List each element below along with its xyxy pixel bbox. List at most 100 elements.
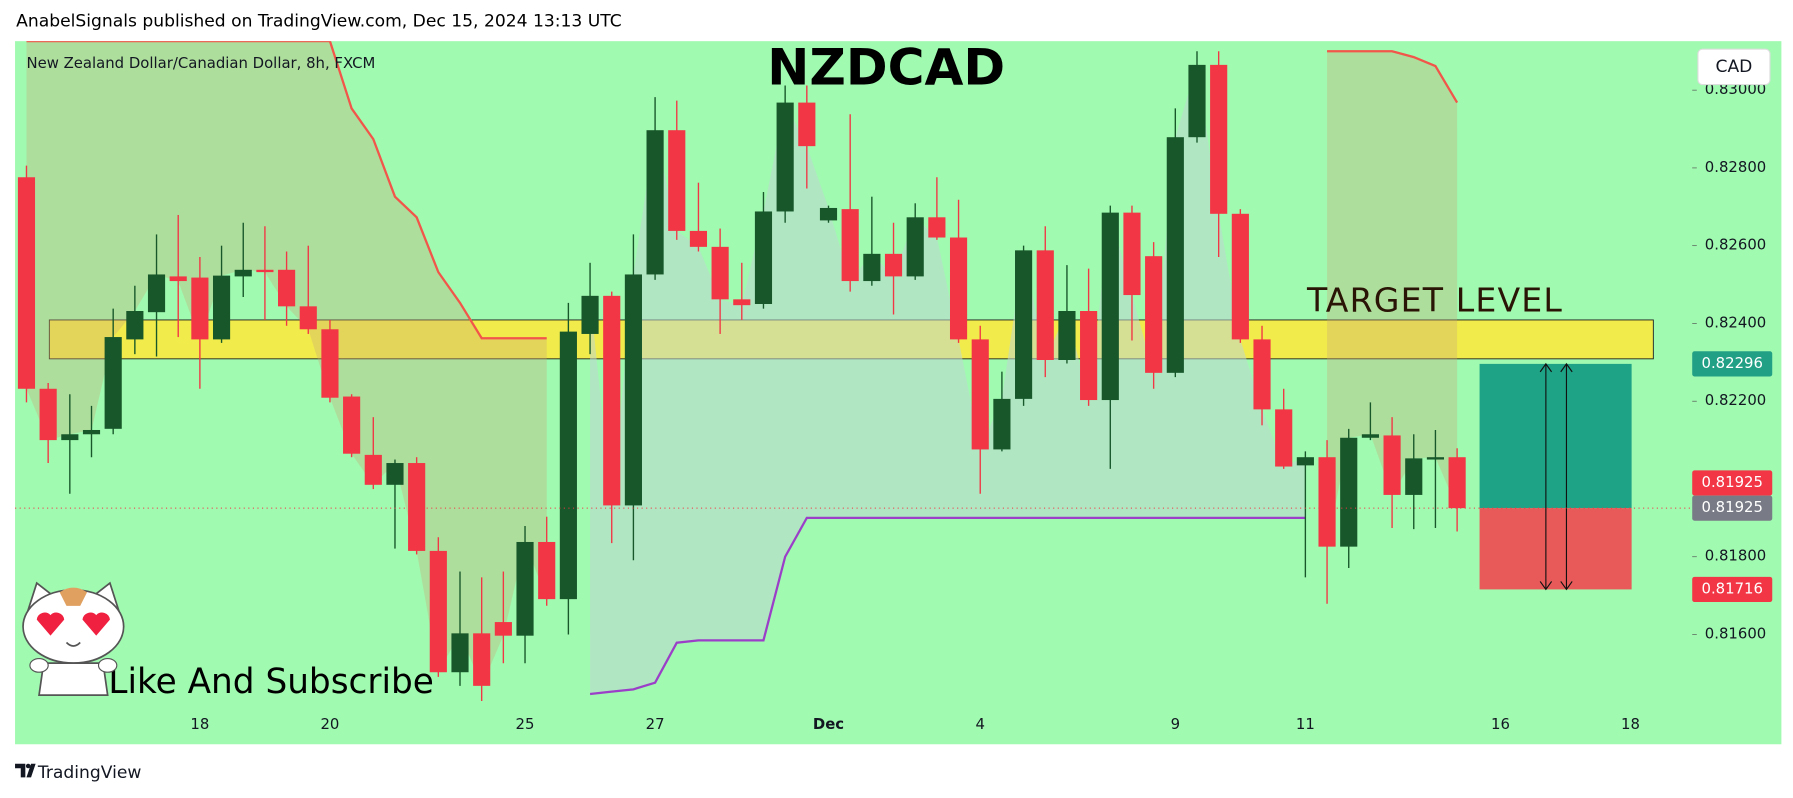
y-tick-label: 0.82400 xyxy=(1705,313,1766,331)
arrow-head xyxy=(1539,362,1553,373)
candle-body xyxy=(1123,212,1141,296)
candle-body xyxy=(776,102,794,212)
candle-body xyxy=(1080,311,1098,401)
candle-body xyxy=(408,463,426,551)
candle-body xyxy=(191,277,209,340)
y-tick-label: 0.81600 xyxy=(1705,625,1766,643)
candle-body xyxy=(1426,457,1445,460)
candle-body xyxy=(39,388,57,441)
position-loss xyxy=(1479,508,1632,590)
y-tick-label: 0.81800 xyxy=(1705,547,1766,565)
x-tick-label: 18 xyxy=(1621,715,1640,733)
candle-body xyxy=(104,337,122,429)
candle-body xyxy=(928,217,946,238)
position-profit xyxy=(1479,363,1632,509)
candle-body xyxy=(603,295,621,506)
candle-body xyxy=(863,253,881,282)
candle-body xyxy=(82,429,101,435)
candle-body xyxy=(1036,250,1054,360)
tradingview-logo xyxy=(15,763,36,778)
currency-box xyxy=(1697,48,1771,86)
price-label-box xyxy=(1692,470,1773,496)
candle-body xyxy=(321,329,339,398)
candle-body xyxy=(1210,64,1228,214)
candle-body xyxy=(1145,256,1163,373)
y-tick-label: 0.82600 xyxy=(1705,236,1766,254)
candle-body xyxy=(494,622,512,636)
arrow-head xyxy=(1539,581,1553,591)
candle-body xyxy=(581,295,599,334)
indicator-line xyxy=(26,41,1459,340)
currency-label: CAD xyxy=(1716,57,1753,77)
annotation: TARGET LEVEL xyxy=(1306,280,1563,319)
plot-area xyxy=(17,41,1654,702)
candle-body xyxy=(17,177,36,389)
price-label-box xyxy=(1692,351,1773,377)
candle-body xyxy=(169,276,187,282)
candle-body xyxy=(386,463,404,485)
arrow-head xyxy=(1560,581,1573,591)
x-tick-label: Dec xyxy=(813,715,844,733)
candle-body xyxy=(278,269,296,307)
x-tick-label: 27 xyxy=(646,715,665,733)
arrow-head xyxy=(1560,362,1573,373)
candle-body xyxy=(711,246,729,300)
candle-body xyxy=(61,434,79,441)
candle-body xyxy=(1101,212,1119,401)
candle-body xyxy=(1340,437,1358,547)
candle-body xyxy=(364,454,382,485)
x-tick-label: 25 xyxy=(516,715,535,733)
candle-body xyxy=(451,633,469,673)
candle-body xyxy=(1448,457,1466,509)
candle-body xyxy=(884,253,903,277)
candle-body xyxy=(668,130,686,231)
candle-body xyxy=(1383,435,1401,495)
chart-title: NZDCAD xyxy=(767,37,1005,96)
candle-body xyxy=(993,398,1011,450)
price-label-box xyxy=(1692,576,1773,602)
price-label: 0.81716 xyxy=(1702,579,1763,597)
candle-body xyxy=(1296,457,1314,466)
candle-body xyxy=(1188,64,1206,138)
candle-body xyxy=(754,211,773,305)
candle-body xyxy=(473,633,491,686)
chart-subtitle: New Zealand Dollar/Canadian Dollar, 8h, … xyxy=(26,54,375,72)
candle-body xyxy=(798,102,816,147)
price-label: 0.82296 xyxy=(1702,354,1763,372)
price-label-box xyxy=(1692,495,1773,521)
indicator-line xyxy=(589,516,1306,696)
y-tick-label: 0.82200 xyxy=(1705,391,1766,409)
candle-body xyxy=(1058,311,1076,360)
candle-body xyxy=(299,306,317,330)
candle-body xyxy=(646,130,664,275)
candle-body xyxy=(1166,137,1184,373)
candle-body xyxy=(1015,250,1033,399)
candle-body xyxy=(1318,457,1336,547)
candle-body xyxy=(1361,434,1379,438)
candle-body xyxy=(971,339,989,450)
candle-body xyxy=(1253,339,1271,410)
y-tick-label: 0.82800 xyxy=(1705,158,1766,176)
candle-body xyxy=(343,396,361,454)
footer: TradingView xyxy=(37,763,141,783)
x-tick-label: 20 xyxy=(320,715,339,733)
candle-body xyxy=(733,299,751,306)
candle-body xyxy=(516,541,534,636)
indicator-fill xyxy=(1327,51,1458,547)
x-tick-label: 9 xyxy=(1171,715,1180,733)
candle-body xyxy=(1231,213,1249,340)
candle-body xyxy=(256,269,274,273)
candle-body xyxy=(841,209,859,282)
cat-sticker xyxy=(22,581,125,696)
candle-body xyxy=(624,274,642,506)
candle-body xyxy=(1405,458,1423,495)
candle-body xyxy=(1275,409,1293,467)
candle-body xyxy=(429,550,447,673)
candle-body xyxy=(126,311,144,340)
candle-body xyxy=(906,217,924,277)
x-tick-label: 16 xyxy=(1491,715,1510,733)
x-tick-label: 4 xyxy=(975,715,984,733)
price-label: 0.81925 xyxy=(1702,498,1763,516)
